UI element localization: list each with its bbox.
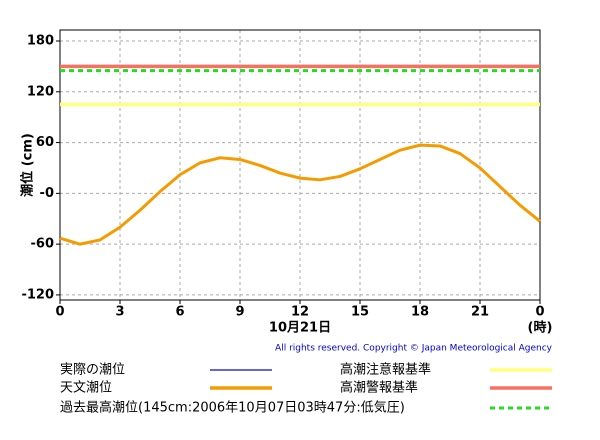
y-tick-label: 180 xyxy=(27,34,54,49)
x-tick-label: 3 xyxy=(115,305,124,320)
x-tick-label: 6 xyxy=(175,305,184,320)
x-tick-label: 21 xyxy=(471,305,489,320)
legend-label: 天文潮位 xyxy=(60,381,112,396)
legend-label: 高潮注意報基準 xyxy=(340,362,431,378)
y-tick-label: -120 xyxy=(21,287,54,302)
y-axis-label: 潮位 (cm) xyxy=(20,133,36,197)
legend-label: 実際の潮位 xyxy=(60,362,125,378)
x-unit-label: (時) xyxy=(528,320,553,336)
legend-label: 過去最高潮位(145cm:2006年10月07日03時47分:低気圧) xyxy=(60,400,405,416)
x-axis-label: 10月21日 xyxy=(269,321,331,336)
y-tick-label: -0 xyxy=(40,186,54,201)
x-tick-label: 0 xyxy=(535,305,544,320)
series-line xyxy=(59,143,541,246)
x-tick-label: 18 xyxy=(411,305,429,320)
legend-label: 高潮警報基準 xyxy=(340,380,418,396)
x-tick-label: 12 xyxy=(291,305,309,320)
credit: All rights reserved. Copyright © Japan M… xyxy=(275,344,553,354)
plot-frame xyxy=(59,29,541,301)
y-tick-label: 120 xyxy=(27,84,54,99)
y-tick-label: 60 xyxy=(36,135,54,150)
x-tick-label: 15 xyxy=(351,305,369,320)
y-tick-label: -60 xyxy=(31,237,55,252)
x-tick-label: 9 xyxy=(235,305,244,320)
x-tick-label: 0 xyxy=(55,305,64,320)
